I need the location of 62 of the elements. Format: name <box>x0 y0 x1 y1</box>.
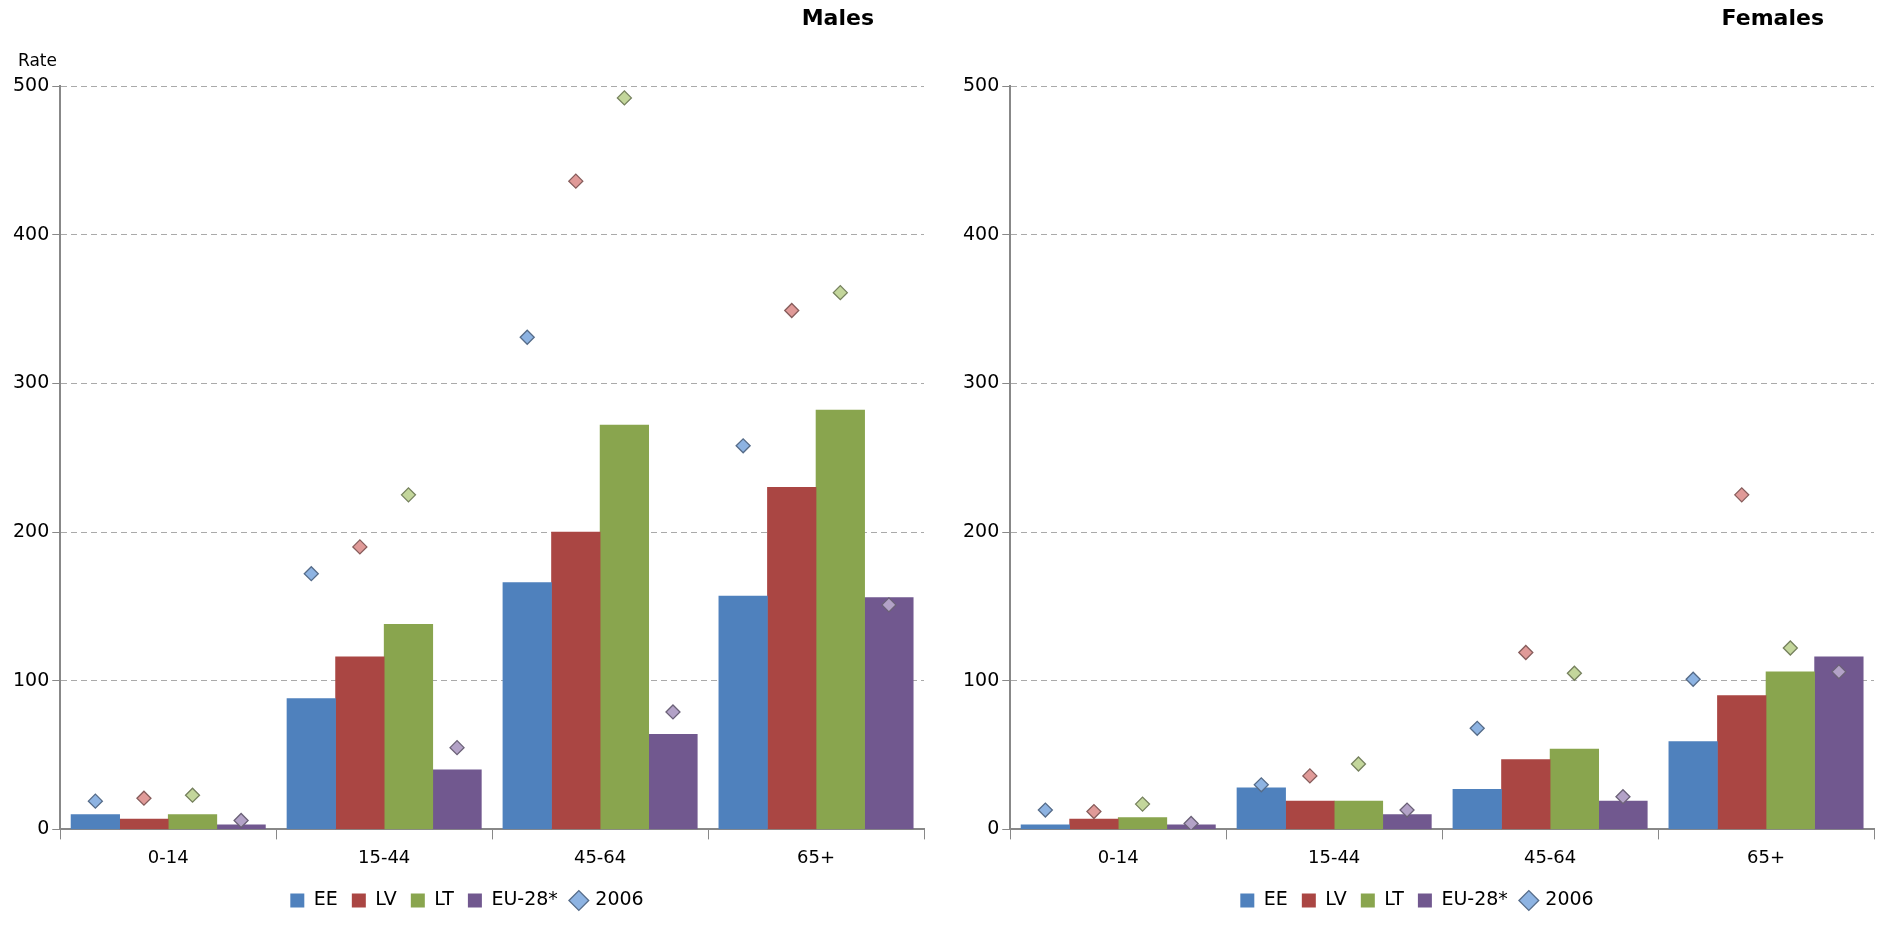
legend-label: 2006 <box>1545 887 1594 910</box>
x-tick-label: 45-64 <box>1523 845 1577 867</box>
legend-label: EE <box>1263 887 1288 910</box>
bar <box>1236 787 1286 830</box>
chart-title: Males <box>801 4 874 30</box>
bar <box>119 818 169 830</box>
y-tick-label: 500 <box>13 72 50 95</box>
bar <box>1333 800 1384 830</box>
chart-title: Females <box>1721 4 1824 30</box>
bar <box>1717 695 1767 830</box>
bar <box>1668 741 1718 830</box>
x-tick-label: 15-44 <box>1308 845 1361 867</box>
bar <box>767 487 817 830</box>
y-tick-label: 300 <box>963 370 1000 393</box>
y-tick-label: 400 <box>13 221 50 244</box>
x-tick-label: 0-14 <box>147 845 189 867</box>
legend-label: LV <box>1325 887 1347 910</box>
y-tick-label: 300 <box>13 370 50 393</box>
x-tick-label: 0-14 <box>1097 845 1139 867</box>
bar <box>335 656 385 830</box>
x-tick-label: 65+ <box>797 845 836 867</box>
bar <box>70 814 120 830</box>
legend-label: EE <box>313 887 338 910</box>
bar <box>1452 788 1502 830</box>
bar <box>1285 800 1335 830</box>
y-tick-label: 0 <box>37 816 50 839</box>
legend-label: 2006 <box>595 887 644 910</box>
y-tick-label: 200 <box>963 518 1000 541</box>
bar <box>432 769 482 830</box>
bar <box>1069 818 1119 830</box>
bar <box>815 409 865 830</box>
x-tick-label: 65+ <box>1747 845 1786 867</box>
bar <box>599 424 650 830</box>
legend-label: LV <box>375 887 397 910</box>
bar <box>864 597 914 830</box>
bar <box>502 582 552 830</box>
bar <box>551 531 601 830</box>
bar <box>383 623 434 830</box>
bar <box>1598 800 1648 830</box>
y-axis-title: Rate <box>18 49 57 70</box>
y-tick-label: 100 <box>13 667 50 690</box>
bar <box>1501 759 1551 830</box>
bar <box>1814 656 1864 830</box>
bar <box>1765 671 1815 830</box>
x-tick-label: 15-44 <box>358 845 411 867</box>
x-tick-label: 45-64 <box>573 845 627 867</box>
y-tick-label: 0 <box>987 816 1000 839</box>
legend-label: LT <box>1384 887 1405 910</box>
bar <box>648 733 698 830</box>
bar <box>718 595 768 830</box>
bar <box>1117 817 1168 830</box>
bar <box>1382 814 1432 830</box>
legend-label: EU-28* <box>1441 887 1508 910</box>
y-tick-label: 100 <box>963 667 1000 690</box>
legend-label: LT <box>434 887 455 910</box>
bar <box>167 814 218 830</box>
y-tick-label: 400 <box>963 221 1000 244</box>
y-tick-label: 200 <box>13 518 50 541</box>
bar <box>286 698 336 830</box>
y-tick-label: 500 <box>963 72 1000 95</box>
legend-label: EU-28* <box>491 887 558 910</box>
bar <box>1549 748 1600 830</box>
